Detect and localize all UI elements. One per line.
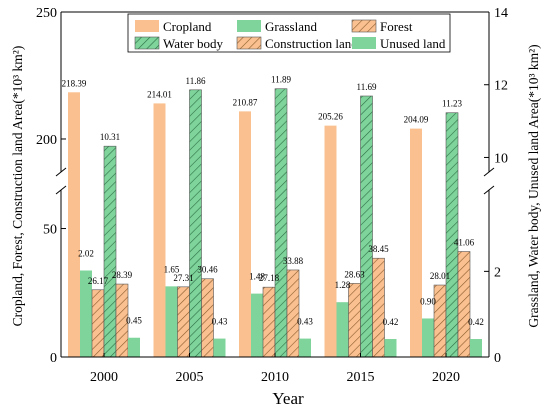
x-tick-label-2000: 2000 xyxy=(90,370,118,385)
right-break-mark-top xyxy=(483,167,495,177)
legend-label-forest: Forest xyxy=(380,19,413,34)
data-label-construction-land-2000: 28.39 xyxy=(112,270,133,280)
x-tick-label-2010: 2010 xyxy=(261,370,289,385)
bar-construction-land-2010 xyxy=(286,269,300,358)
data-label-water-body-2015: 11.69 xyxy=(357,82,377,92)
bar-forest-2000 xyxy=(91,289,105,358)
bar-grassland-2015 xyxy=(336,302,349,357)
data-label-water-body-2005: 11.86 xyxy=(186,76,206,86)
data-label-forest-2015: 28.63 xyxy=(344,269,365,279)
right-tick-label-12: 12 xyxy=(494,79,508,94)
legend-box xyxy=(127,13,451,53)
legend-label-construction-land: Construction land xyxy=(265,36,358,51)
data-label-forest-2005: 27.31 xyxy=(173,273,193,283)
bar-forest-2005 xyxy=(177,286,190,358)
data-label-construction-land-2010: 33.88 xyxy=(283,256,304,266)
bar-cropland-2020 xyxy=(410,128,422,357)
right-tick-label-2: 2 xyxy=(494,265,501,280)
data-label-grassland-2010: 1.48 xyxy=(249,272,265,282)
axes: 0 50 200 250 0 2 10 12 14 2000 2005 2010 2015 2020 xyxy=(36,6,508,385)
left-tick-label-200: 200 xyxy=(36,133,57,148)
bar-cropland-2000 xyxy=(68,92,80,358)
bar-water-body-2015 xyxy=(360,95,373,358)
legend-label-cropland: Cropland xyxy=(163,19,212,34)
left-tick-label-250: 250 xyxy=(36,6,57,21)
y-axis-title-left: Cropland, Forest, Construction land Area… xyxy=(10,46,25,327)
data-label-unused-land-2015: 0.42 xyxy=(383,317,399,327)
bar-water-body-2010 xyxy=(274,88,288,358)
bar-water-body-2000 xyxy=(103,145,117,358)
data-label-grassland-2000: 2.02 xyxy=(78,249,94,259)
legend-swatch-forest xyxy=(351,19,377,33)
data-label-unused-land-2020: 0.42 xyxy=(468,317,484,327)
bar-grassland-2000 xyxy=(80,270,92,357)
x-tick-label-2020: 2020 xyxy=(432,370,460,385)
right-tick-label-0: 0 xyxy=(494,351,501,366)
data-label-grassland-2015: 1.28 xyxy=(335,280,351,290)
legend-swatch-unused-land xyxy=(352,37,376,49)
data-label-construction-land-2005: 30.46 xyxy=(197,265,218,275)
data-label-forest-2000: 26.17 xyxy=(88,276,109,286)
bar-unused-land-2005 xyxy=(213,338,226,357)
data-label-cropland-2015: 205.26 xyxy=(318,112,343,122)
bar-cropland-2015 xyxy=(324,125,337,357)
left-break-mark-top xyxy=(55,167,67,177)
left-tick-label-0: 0 xyxy=(50,351,57,366)
left-break-mark-bottom xyxy=(55,185,67,195)
data-label-construction-land-2015: 38.45 xyxy=(368,244,389,254)
legend-label-water-body: Water body xyxy=(163,36,223,51)
data-label-cropland-2020: 204.09 xyxy=(404,115,429,125)
data-label-unused-land-2005: 0.43 xyxy=(212,317,228,327)
plot-area xyxy=(68,88,482,358)
left-tick-label-50: 50 xyxy=(43,223,57,238)
legend-swatch-construction-land xyxy=(236,36,262,50)
bar-construction-land-2020 xyxy=(457,251,471,358)
data-label-water-body-2010: 11.89 xyxy=(271,75,291,85)
x-tick-label-2015: 2015 xyxy=(347,370,375,385)
data-label-grassland-2005: 1.65 xyxy=(164,264,180,274)
right-tick-label-10: 10 xyxy=(494,151,508,166)
bar-water-body-2005 xyxy=(189,89,202,358)
bar-unused-land-2000 xyxy=(128,337,140,357)
legend: Cropland Grassland Forest Water body Constru… xyxy=(127,13,451,53)
legend-label-grassland: Grassland xyxy=(265,19,317,34)
data-label-grassland-2020: 0.90 xyxy=(420,296,436,306)
legend-label-unused-land: Unused land xyxy=(380,36,446,51)
legend-swatch-grassland xyxy=(237,20,261,32)
data-label-cropland-2005: 214.01 xyxy=(147,89,172,99)
data-label-water-body-2000: 10.31 xyxy=(100,132,120,142)
y-axis-title-right: Grassland, Water body, Unused land Area(… xyxy=(526,44,541,327)
bar-grassland-2020 xyxy=(422,318,434,357)
data-label-unused-land-2010: 0.43 xyxy=(297,317,313,327)
data-label-construction-land-2020: 41.06 xyxy=(454,238,475,248)
bar-unused-land-2015 xyxy=(384,339,397,357)
bar-forest-2015 xyxy=(348,283,361,358)
data-label-cropland-2010: 210.87 xyxy=(233,97,258,107)
x-axis-title: Year xyxy=(272,389,304,408)
bar-forest-2010 xyxy=(262,286,276,358)
bar-cropland-2010 xyxy=(239,111,251,357)
legend-swatch-water-body xyxy=(134,36,160,50)
right-break-mark-bottom xyxy=(483,185,495,195)
data-labels: 218.392.0226.1710.3128.390.45214.011.652… xyxy=(62,75,484,327)
bar-grassland-2005 xyxy=(165,286,178,357)
data-label-forest-2020: 28.01 xyxy=(430,271,450,281)
data-label-unused-land-2000: 0.45 xyxy=(126,316,142,326)
bar-cropland-2005 xyxy=(153,103,166,358)
x-tick-label-2005: 2005 xyxy=(176,370,204,385)
data-label-cropland-2000: 218.39 xyxy=(62,78,87,88)
legend-swatch-cropland xyxy=(135,20,159,32)
bar-construction-land-2015 xyxy=(372,257,385,358)
bar-unused-land-2020 xyxy=(470,339,482,357)
data-label-forest-2010: 27.18 xyxy=(259,273,280,283)
data-label-water-body-2020: 11.23 xyxy=(442,99,462,109)
right-tick-label-14: 14 xyxy=(494,6,508,21)
bar-water-body-2020 xyxy=(445,112,459,358)
bar-grassland-2010 xyxy=(251,293,263,357)
bar-unused-land-2010 xyxy=(299,338,311,357)
